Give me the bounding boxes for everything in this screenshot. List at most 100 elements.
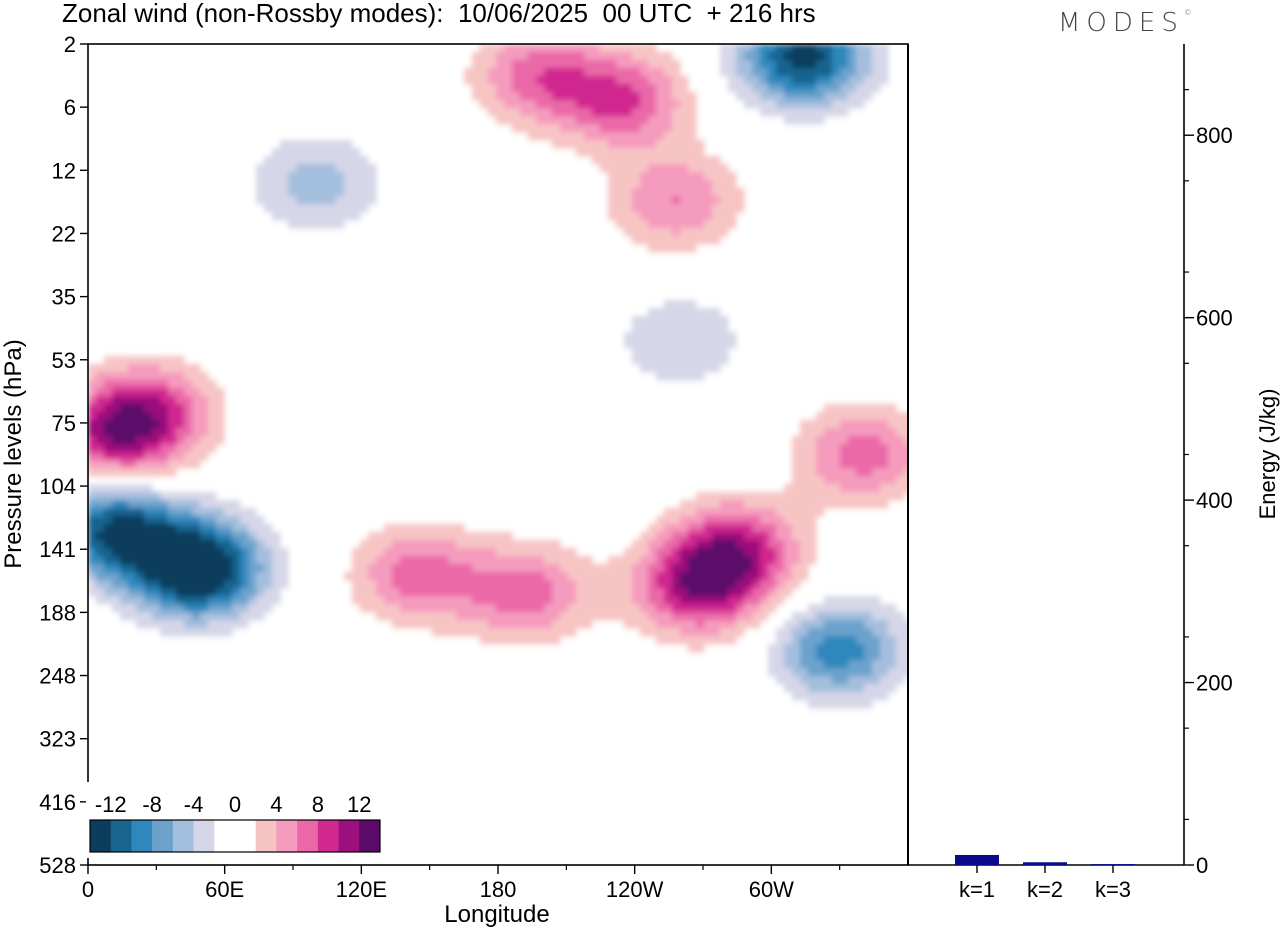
colorbar-label: 0 bbox=[229, 792, 241, 817]
heatmap-cell bbox=[720, 60, 729, 69]
heatmap-cell bbox=[456, 588, 465, 597]
heatmap-cell bbox=[280, 564, 289, 573]
heatmap-cell bbox=[112, 516, 121, 525]
heatmap-cell bbox=[752, 492, 761, 501]
heatmap-cell bbox=[280, 572, 289, 581]
x-tick-label: 120W bbox=[606, 877, 664, 902]
heatmap-cell bbox=[664, 132, 673, 141]
heatmap-cell bbox=[776, 636, 785, 645]
heatmap-cell bbox=[120, 516, 129, 525]
heatmap-cell bbox=[520, 76, 529, 85]
heatmap-cell bbox=[728, 572, 737, 581]
heatmap-cell bbox=[560, 124, 569, 133]
heatmap-cell bbox=[144, 420, 153, 429]
heatmap-cell bbox=[256, 596, 265, 605]
heatmap-cell bbox=[152, 468, 161, 477]
heatmap-cell bbox=[112, 364, 121, 373]
heatmap-cell bbox=[760, 68, 769, 77]
heatmap-cell bbox=[192, 580, 201, 589]
heatmap-cell bbox=[656, 372, 665, 381]
heatmap-cell bbox=[160, 532, 169, 541]
heatmap-cell bbox=[632, 620, 641, 629]
heatmap-cell bbox=[784, 652, 793, 661]
heatmap-cell bbox=[448, 620, 457, 629]
heatmap-cell bbox=[552, 84, 561, 93]
heatmap-cell bbox=[520, 556, 529, 565]
heatmap-cell bbox=[200, 412, 209, 421]
heatmap-cell bbox=[688, 588, 697, 597]
heatmap-cell bbox=[672, 68, 681, 77]
heatmap-cell bbox=[696, 372, 705, 381]
heatmap-cell bbox=[712, 524, 721, 533]
heatmap-cell bbox=[872, 500, 881, 509]
heatmap-cell bbox=[592, 580, 601, 589]
heatmap-cell bbox=[760, 84, 769, 93]
heatmap-cell bbox=[600, 580, 609, 589]
heatmap-cell bbox=[88, 404, 97, 413]
heatmap-cell bbox=[224, 564, 233, 573]
heatmap-cell bbox=[776, 532, 785, 541]
heatmap-cell bbox=[288, 196, 297, 205]
heatmap-cell bbox=[744, 100, 753, 109]
heatmap-cell bbox=[552, 596, 561, 605]
heatmap-cell bbox=[840, 428, 849, 437]
heatmap-cell bbox=[136, 372, 145, 381]
heatmap-cell bbox=[432, 540, 441, 549]
heatmap-cell bbox=[128, 540, 137, 549]
heatmap-cell bbox=[824, 644, 833, 653]
heatmap-cell bbox=[168, 556, 177, 565]
heatmap-cell bbox=[256, 572, 265, 581]
heatmap-cell bbox=[816, 500, 825, 509]
heatmap-cell bbox=[112, 548, 121, 557]
colorbar-label: -8 bbox=[142, 792, 162, 817]
heatmap-cell bbox=[640, 364, 649, 373]
heatmap-cell bbox=[232, 532, 241, 541]
energy-bar bbox=[1091, 864, 1135, 865]
heatmap-cell bbox=[456, 540, 465, 549]
heatmap-cell bbox=[664, 220, 673, 229]
heatmap-cell bbox=[672, 516, 681, 525]
heatmap-cell bbox=[360, 180, 369, 189]
heatmap-cell bbox=[640, 324, 649, 333]
heatmap-cell bbox=[680, 340, 689, 349]
heatmap-cell bbox=[208, 628, 217, 637]
heatmap-cell bbox=[688, 500, 697, 509]
heatmap-cell bbox=[328, 172, 337, 181]
heatmap-cell bbox=[672, 116, 681, 125]
heatmap-cell bbox=[680, 508, 689, 517]
heatmap-cell bbox=[368, 172, 377, 181]
heatmap-cell bbox=[520, 84, 529, 93]
heatmap-cell bbox=[640, 332, 649, 341]
heatmap-cell bbox=[152, 364, 161, 373]
heatmap-cell bbox=[360, 604, 369, 613]
heatmap-cell bbox=[704, 636, 713, 645]
heatmap-cell bbox=[856, 52, 865, 61]
heatmap-cell bbox=[88, 388, 97, 397]
heatmap-cell bbox=[656, 132, 665, 141]
heatmap-cell bbox=[192, 508, 201, 517]
heatmap-cell bbox=[800, 668, 809, 677]
heatmap-cell bbox=[536, 548, 545, 557]
heatmap-cell bbox=[536, 100, 545, 109]
heatmap-cell bbox=[704, 532, 713, 541]
heatmap-cell bbox=[184, 620, 193, 629]
heatmap-cell bbox=[488, 620, 497, 629]
heatmap-cell bbox=[648, 356, 657, 365]
heatmap-cell bbox=[368, 188, 377, 197]
heatmap-cell bbox=[104, 540, 113, 549]
heatmap-cell bbox=[656, 164, 665, 173]
heatmap-cell bbox=[736, 44, 745, 53]
heatmap-cell bbox=[696, 316, 705, 325]
heatmap-cell bbox=[440, 548, 449, 557]
brand-logo: MODES© bbox=[1058, 8, 1192, 38]
heatmap-cell bbox=[416, 572, 425, 581]
heatmap-cell bbox=[680, 332, 689, 341]
heatmap-cell bbox=[864, 84, 873, 93]
heatmap-cell bbox=[272, 148, 281, 157]
heatmap-cell bbox=[736, 60, 745, 69]
heatmap-cell bbox=[664, 92, 673, 101]
heatmap-cell bbox=[856, 484, 865, 493]
heatmap-cell bbox=[800, 116, 809, 125]
heatmap-cell bbox=[624, 116, 633, 125]
heatmap-cell bbox=[784, 620, 793, 629]
